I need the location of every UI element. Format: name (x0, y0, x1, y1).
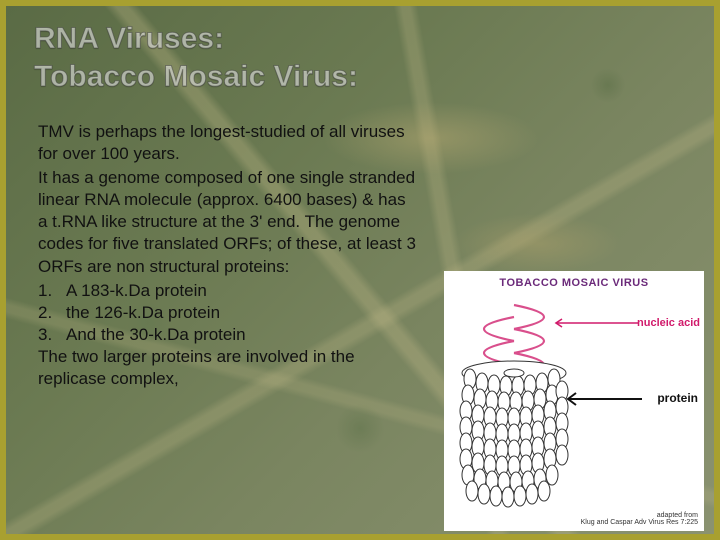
arrow-protein (568, 393, 642, 405)
title-line-2: Tobacco Mosaic Virus: (34, 58, 686, 96)
arrow-nucleic-acid (556, 319, 639, 327)
list-num: 1. (38, 280, 66, 302)
paragraph-3: The two larger proteins are involved in … (38, 346, 418, 390)
label-protein: protein (657, 391, 698, 405)
label-nucleic-acid: nucleic acid (637, 317, 700, 329)
list-item-2: 2. the 126-k.Da protein (38, 302, 418, 324)
list-item-1: 1. A 183-k.Da protein (38, 280, 418, 302)
list-text: the 126-k.Da protein (66, 302, 418, 324)
list-text: A 183-k.Da protein (66, 280, 418, 302)
list-num: 3. (38, 324, 66, 346)
list-item-3: 3. And the 30-k.Da protein (38, 324, 418, 346)
diagram-title: TOBACCO MOSAIC VIRUS (444, 277, 704, 289)
protein-capsid (460, 361, 568, 507)
slide: RNA Viruses: Tobacco Mosaic Virus: TMV i… (0, 0, 720, 540)
list-text: And the 30-k.Da protein (66, 324, 418, 346)
tmv-diagram-panel: TOBACCO MOSAIC VIRUS (444, 271, 704, 531)
credit-line-2: Klug and Caspar Adv Virus Res 7:225 (581, 519, 698, 527)
diagram-credit: adapted from Klug and Caspar Adv Virus R… (581, 512, 698, 527)
title-line-1: RNA Viruses: (34, 20, 686, 58)
list-num: 2. (38, 302, 66, 324)
body-text: TMV is perhaps the longest-studied of al… (38, 121, 418, 392)
paragraph-2: It has a genome composed of one single s… (38, 167, 418, 277)
paragraph-1: TMV is perhaps the longest-studied of al… (38, 121, 418, 165)
slide-title: RNA Viruses: Tobacco Mosaic Virus: (34, 20, 686, 95)
credit-line-1: adapted from (581, 512, 698, 520)
